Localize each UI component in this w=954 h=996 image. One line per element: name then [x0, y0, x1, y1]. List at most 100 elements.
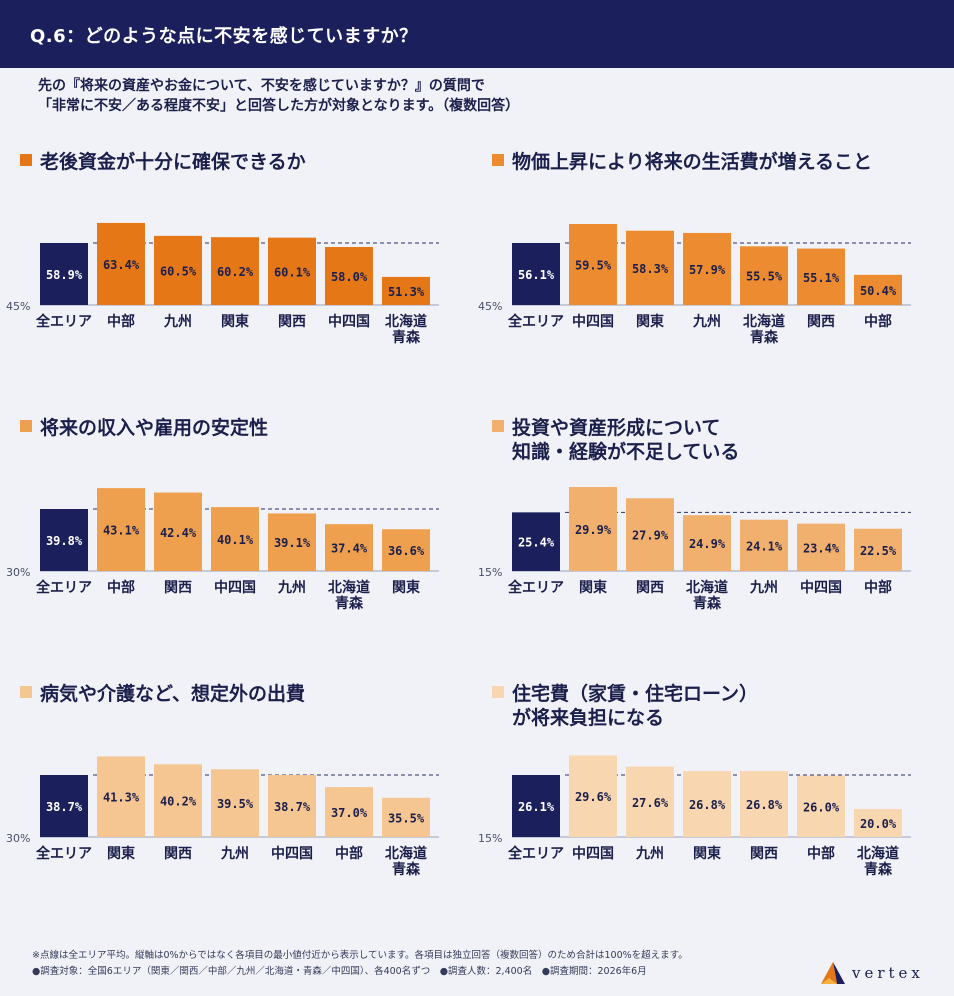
- y-axis-min-label: 45%: [478, 300, 502, 313]
- category-label: 中部: [335, 845, 363, 862]
- bar: [683, 515, 731, 571]
- title-marker-icon: [492, 420, 504, 432]
- bar-value-label: 58.0%: [331, 270, 368, 284]
- bar-value-label: 38.7%: [46, 800, 83, 814]
- header-bar: Q.6：どのような点に不安を感じていますか？: [0, 0, 954, 68]
- bar: [569, 224, 617, 305]
- category-label: 北海道: [328, 579, 370, 596]
- bar: [626, 766, 674, 837]
- bar: [740, 771, 788, 837]
- chart-title: 物価上昇により将来の生活費が増えること: [492, 150, 872, 174]
- bar-value-label: 57.9%: [689, 263, 726, 277]
- category-label: 中四国: [800, 579, 842, 596]
- bar: [797, 248, 845, 305]
- bar: [154, 764, 202, 837]
- intro-line-2: 「非常に不安／ある程度不安」と回答した方が対象となります。（複数回答）: [38, 98, 520, 114]
- bar-value-label: 43.1%: [103, 524, 140, 538]
- bar: [512, 775, 560, 837]
- category-label: 九州: [277, 580, 306, 596]
- bar: [797, 775, 845, 837]
- bar-value-label: 26.0%: [803, 800, 840, 814]
- chart-title-line: が将来負担になる: [492, 706, 758, 730]
- bar: [154, 492, 202, 571]
- category-label: 関東: [636, 313, 664, 330]
- category-label: 関東: [693, 845, 721, 862]
- bar: [211, 237, 259, 305]
- bar-value-label: 60.5%: [160, 264, 197, 278]
- category-label: 関西: [636, 580, 664, 596]
- category-label: 中四国: [572, 313, 614, 330]
- bar-value-label: 38.7%: [274, 800, 311, 814]
- bar-value-label: 50.4%: [860, 284, 897, 298]
- category-label: 全エリア: [35, 579, 92, 596]
- bar-value-label: 59.5%: [575, 259, 612, 273]
- bar-value-label: 23.4%: [803, 541, 840, 555]
- intro-text: 先の『将来の資産やお金について、不安を感じていますか？』の質問で 「非常に不安／…: [38, 76, 519, 116]
- bar-value-label: 35.5%: [388, 811, 425, 825]
- bar-value-label: 42.4%: [160, 526, 197, 540]
- category-label: 青森: [392, 861, 421, 878]
- bar-value-label: 40.2%: [160, 795, 197, 809]
- footer-meta: ●調査対象：全国6エリア（関東／関西／中部／九州／北海道・青森／中四国）、各40…: [32, 966, 647, 977]
- bar-value-label: 37.4%: [331, 542, 368, 556]
- chart-5: 病気や介護など、想定外の出費 30% 38.7% 全エリア 41.3% 関東 40.2% 関西…: [6, 682, 460, 932]
- bar-value-label: 29.6%: [575, 790, 612, 804]
- bar-value-label: 26.8%: [746, 798, 783, 812]
- bar-value-label: 39.1%: [274, 536, 311, 550]
- chart-title-text: 病気や介護など、想定外の出費: [40, 683, 306, 705]
- chart-title-line: 投資や資産形成について: [492, 416, 739, 440]
- category-label: 関東: [392, 579, 420, 596]
- category-label: 全エリア: [35, 845, 92, 862]
- bar: [740, 519, 788, 571]
- category-label: 北海道: [385, 845, 427, 862]
- category-label: 北海道: [857, 845, 899, 862]
- y-axis-min-label: 30%: [6, 566, 30, 579]
- bar-value-label: 22.5%: [860, 544, 897, 558]
- title-marker-icon: [492, 154, 504, 166]
- category-label: 青森: [864, 861, 893, 878]
- bar: [569, 487, 617, 571]
- category-label: 関西: [278, 314, 306, 330]
- category-label: 全エリア: [35, 313, 92, 330]
- title-marker-icon: [20, 686, 32, 698]
- category-label: 全エリア: [507, 313, 564, 330]
- chart-title-text: が将来負担になる: [512, 707, 665, 729]
- bar: [211, 507, 259, 571]
- y-axis-min-label: 15%: [478, 566, 502, 579]
- chart-title-line: 物価上昇により将来の生活費が増えること: [492, 150, 872, 174]
- chart-title-line: 住宅費（家賃・住宅ローン）: [492, 682, 758, 706]
- vertex-logo: vertex: [818, 960, 928, 988]
- chart-title-text: 将来の収入や雇用の安定性: [40, 417, 269, 439]
- bar-value-label: 58.3%: [632, 262, 669, 276]
- category-label: 北海道: [385, 313, 427, 330]
- category-label: 青森: [693, 595, 722, 612]
- category-label: 関西: [807, 314, 835, 330]
- category-label: 中四国: [214, 579, 256, 596]
- bar: [626, 230, 674, 305]
- chart-2: 物価上昇により将来の生活費が増えること 45% 56.1% 全エリア 59.5% 中四国 5…: [478, 150, 932, 400]
- chart-svg: 30% 38.7% 全エリア 41.3% 関東 40.2% 関西 39.5% 九州 38.7% 中四…: [6, 756, 439, 878]
- category-label: 中部: [107, 313, 135, 330]
- bar: [40, 775, 88, 837]
- bar: [797, 523, 845, 571]
- bar-value-label: 26.1%: [518, 800, 555, 814]
- category-label: 九州: [635, 846, 664, 862]
- bar-value-label: 36.6%: [388, 544, 425, 558]
- chart-title-line: 老後資金が十分に確保できるか: [20, 150, 306, 174]
- bar-value-label: 58.9%: [46, 268, 83, 282]
- bar: [325, 524, 373, 571]
- bar: [854, 528, 902, 571]
- chart-1: 老後資金が十分に確保できるか 45% 58.9% 全エリア 63.4% 中部 60.5% 九州…: [6, 150, 460, 400]
- chart-title-line: 将来の収入や雇用の安定性: [20, 416, 268, 440]
- bar-value-label: 24.1%: [746, 539, 783, 553]
- category-label: 九州: [163, 314, 192, 330]
- y-axis-min-label: 45%: [6, 300, 30, 313]
- bar: [268, 513, 316, 571]
- bar: [382, 797, 430, 837]
- category-label: 青森: [392, 329, 421, 346]
- chart-title-text: 物価上昇により将来の生活費が増えること: [512, 151, 873, 173]
- bar: [740, 246, 788, 305]
- chart-title: 投資や資産形成について 知識・経験が不足している: [492, 416, 739, 464]
- bar: [97, 488, 145, 571]
- bar-value-label: 39.8%: [46, 534, 83, 548]
